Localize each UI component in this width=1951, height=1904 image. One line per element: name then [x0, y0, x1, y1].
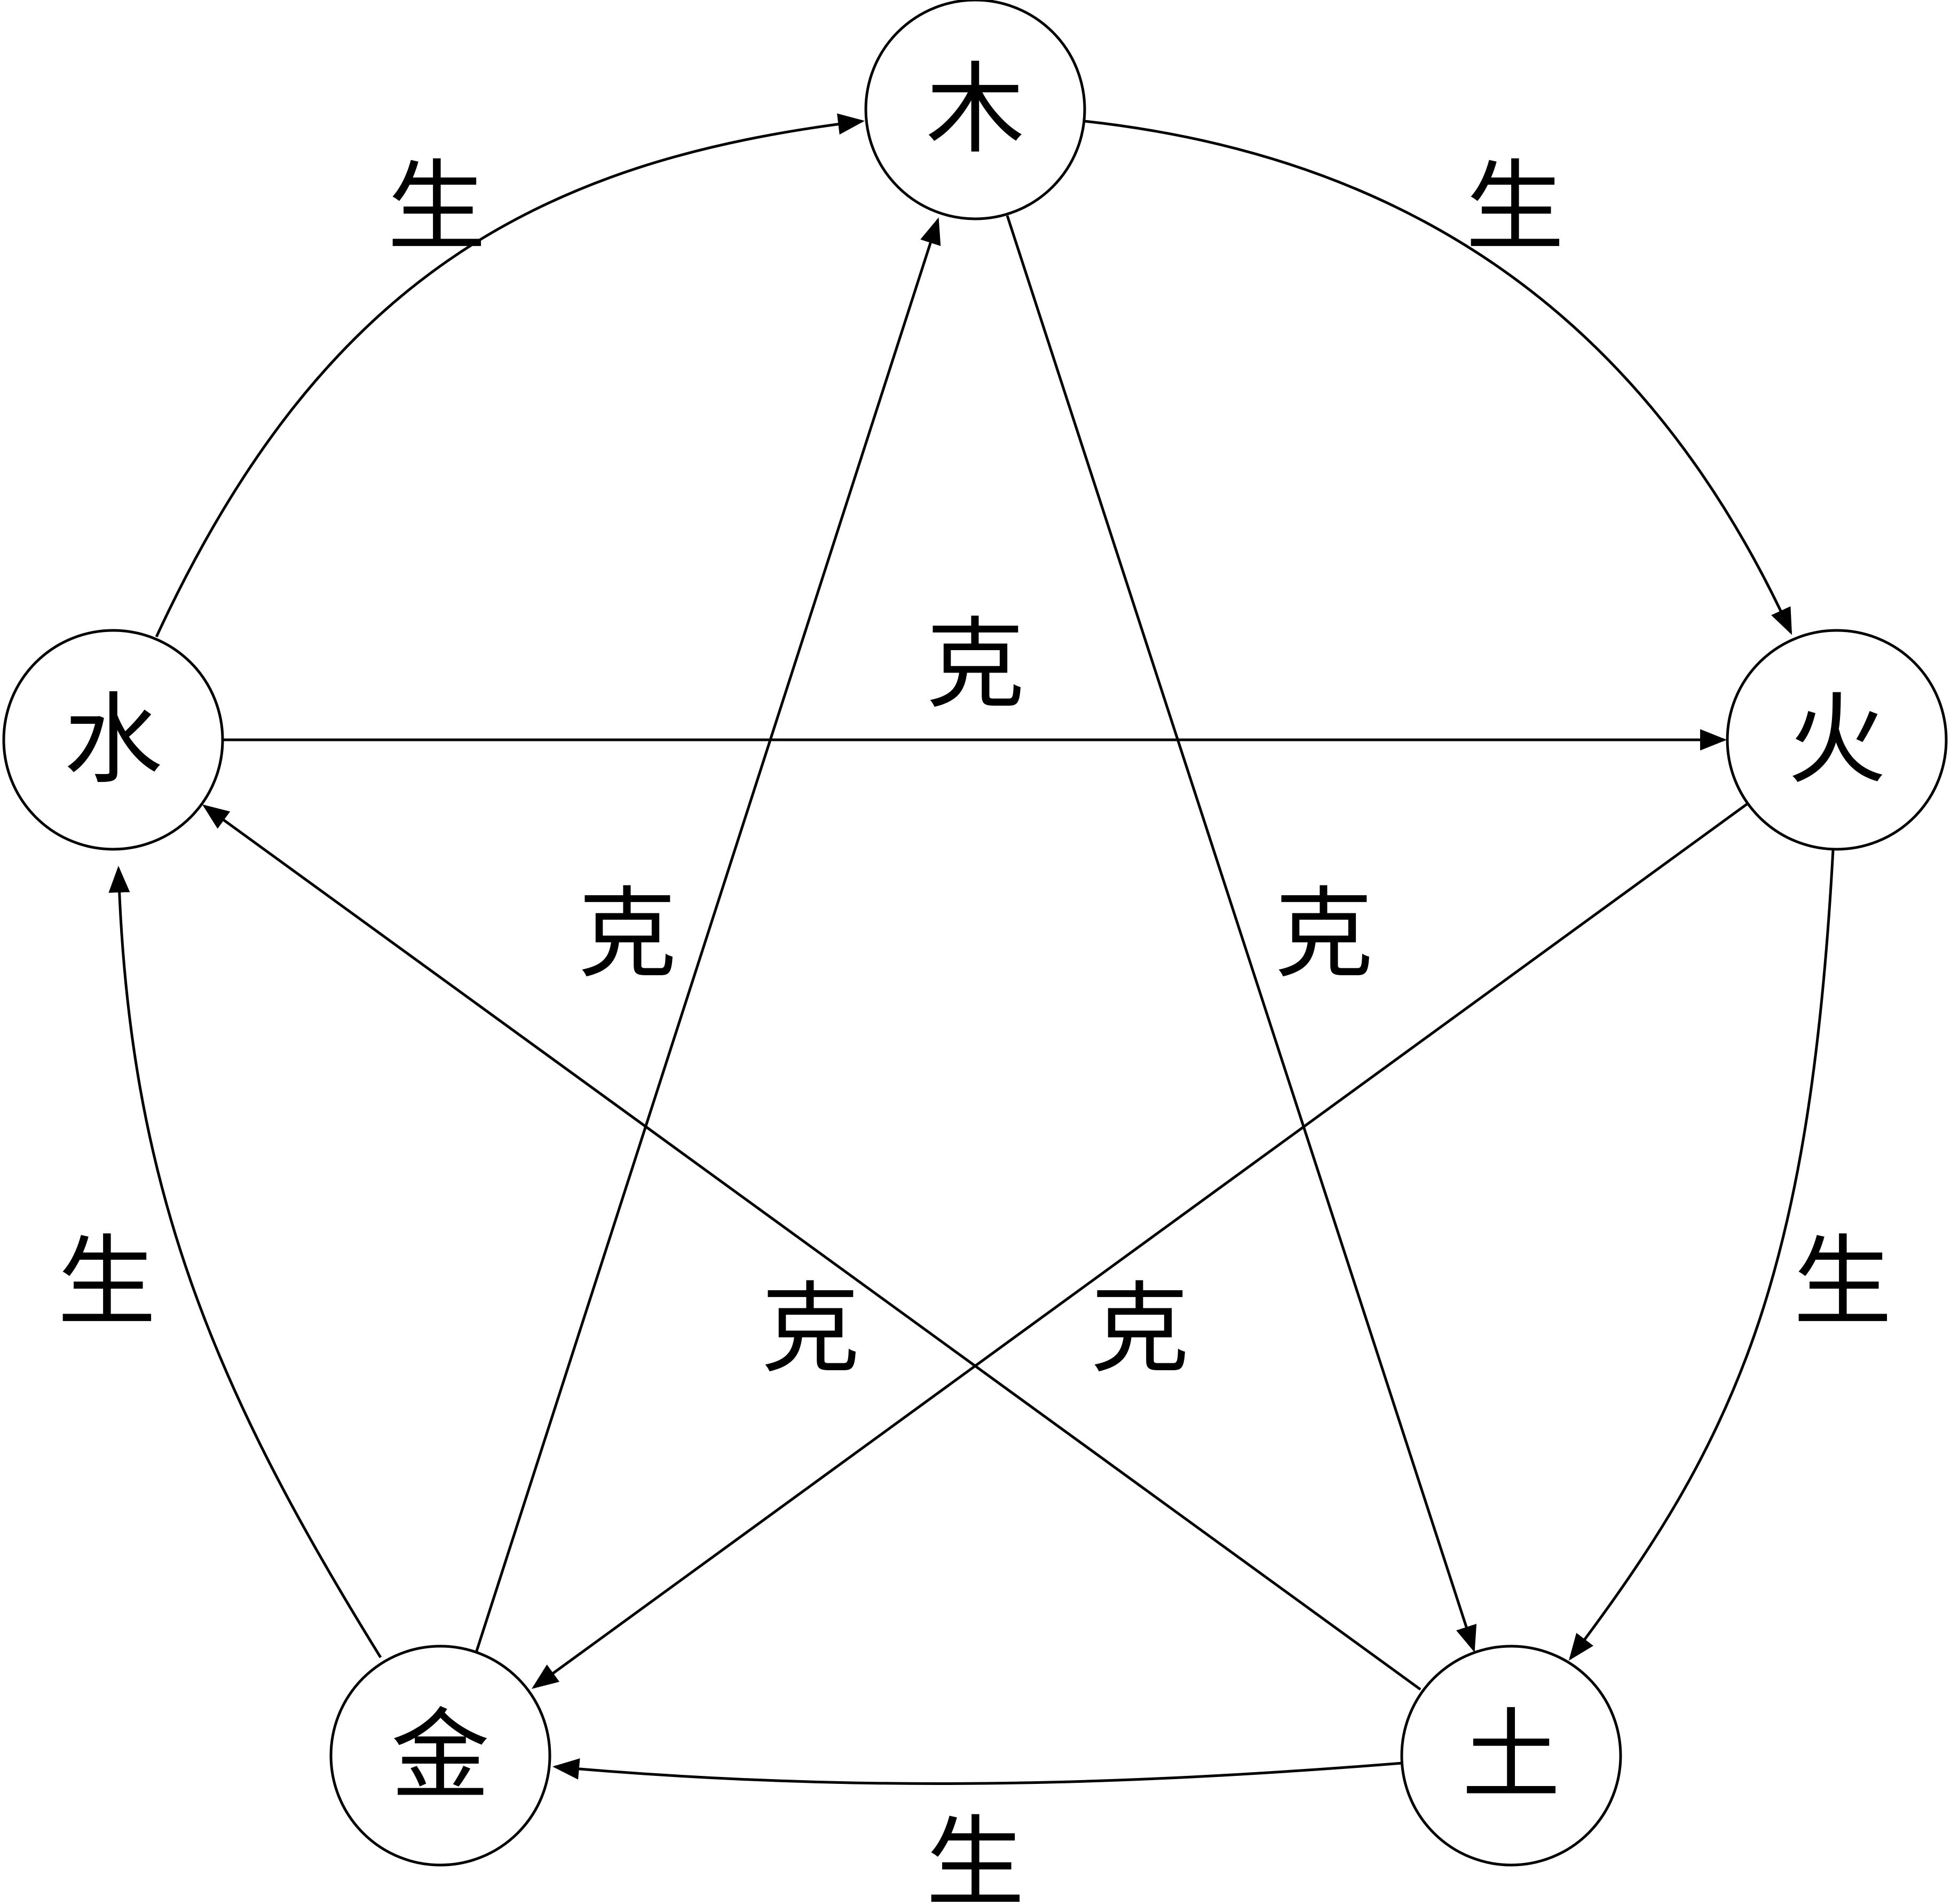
label-overcome-wood-earth: 克 — [1275, 876, 1373, 992]
node-water-label: 水 — [64, 682, 163, 797]
node-earth-label: 土 — [1462, 1698, 1561, 1813]
arc-water-to-wood — [155, 113, 865, 638]
node-wood-label: 木 — [926, 52, 1025, 167]
node-earth: 土 — [1400, 1645, 1622, 1867]
label-overcome-fire-metal: 克 — [1091, 1271, 1189, 1387]
label-generate-metal-water: 生 — [58, 1224, 156, 1340]
node-fire-label: 火 — [1788, 682, 1886, 797]
line-fire-to-metal — [531, 801, 1750, 1689]
arc-metal-to-water — [108, 866, 382, 1658]
label-generate-water-wood: 生 — [388, 149, 486, 265]
line-wood-to-earth — [1006, 215, 1477, 1653]
line-metal-to-wood — [474, 217, 941, 1655]
node-metal: 金 — [329, 1645, 551, 1867]
arc-wood-to-fire — [1084, 120, 1792, 635]
node-water: 水 — [2, 629, 224, 851]
label-overcome-water-fire: 克 — [926, 607, 1025, 722]
arc-fire-to-earth — [1568, 850, 1835, 1661]
label-generate-wood-fire: 生 — [1466, 149, 1565, 265]
label-overcome-earth-water: 克 — [761, 1271, 860, 1387]
node-metal-label: 金 — [391, 1698, 490, 1813]
label-overcome-metal-wood: 克 — [578, 876, 677, 992]
line-earth-to-water — [202, 804, 1421, 1691]
arc-earth-to-metal — [552, 1758, 1403, 1785]
label-generate-earth-metal: 生 — [926, 1805, 1025, 1904]
node-fire: 火 — [1726, 629, 1948, 851]
node-wood: 木 — [864, 0, 1086, 220]
label-generate-fire-earth: 生 — [1794, 1224, 1892, 1340]
